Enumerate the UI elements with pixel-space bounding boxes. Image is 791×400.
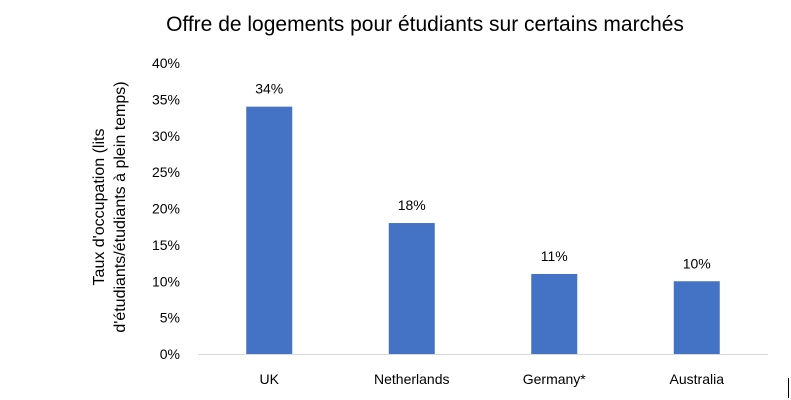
- bars: [246, 106, 720, 355]
- y-tick-label: 40%: [152, 55, 180, 71]
- category-label: Netherlands: [374, 371, 450, 387]
- data-label: 34%: [255, 81, 283, 97]
- category-label: Germany*: [523, 371, 587, 387]
- bar: [246, 106, 293, 355]
- category-labels: UK Netherlands Germany* Australia: [260, 371, 725, 387]
- y-axis-ticks: 0% 5% 10% 15% 20% 25% 30% 35% 40%: [152, 55, 180, 362]
- data-label: 10%: [683, 255, 711, 271]
- category-label: UK: [260, 371, 280, 387]
- y-tick-label: 0%: [160, 346, 180, 362]
- y-axis-label-line-2: d'étudiants/étudiants à plein temps): [112, 81, 129, 332]
- category-label: Australia: [670, 371, 725, 387]
- edge-mark: [788, 378, 789, 398]
- y-tick-label: 25%: [152, 164, 180, 180]
- y-tick-label: 5%: [160, 310, 180, 326]
- y-tick-label: 20%: [152, 201, 180, 217]
- y-tick-label: 10%: [152, 273, 180, 289]
- data-labels: 34% 18% 11% 10%: [255, 81, 711, 272]
- y-tick-label: 30%: [152, 128, 180, 144]
- y-axis-label-line-1: Taux d'occupation (lits: [91, 129, 108, 286]
- bar: [673, 281, 720, 354]
- chart-title: Offre de logements pour étudiants sur ce…: [166, 13, 684, 36]
- data-label: 18%: [398, 197, 426, 213]
- data-label: 11%: [541, 248, 568, 264]
- y-axis-label: Taux d'occupation (lits d'étudiants/étud…: [91, 81, 129, 332]
- bar: [531, 273, 578, 354]
- bar: [388, 223, 435, 354]
- y-tick-label: 35%: [152, 91, 180, 107]
- y-tick-label: 15%: [152, 237, 180, 253]
